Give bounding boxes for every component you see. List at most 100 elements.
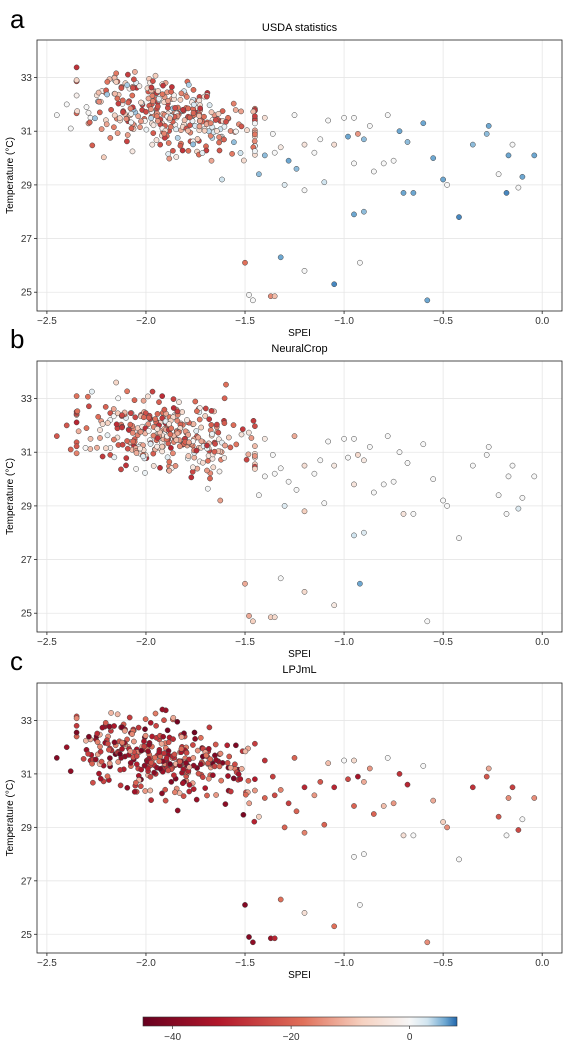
data-point (183, 94, 190, 100)
x-tick-label: −2.0 (136, 958, 156, 969)
data-point (145, 427, 152, 434)
panel-title: USDA statistics (262, 22, 338, 34)
data-point (172, 789, 178, 796)
data-point (67, 125, 74, 132)
data-point (430, 797, 437, 804)
data-point (242, 902, 248, 908)
data-point (211, 763, 218, 770)
data-point (225, 434, 232, 441)
data-point (366, 444, 373, 450)
data-point (74, 108, 81, 114)
data-point (167, 124, 174, 130)
data-point (242, 748, 249, 755)
data-point (396, 771, 403, 777)
data-point (380, 160, 387, 167)
data-point (250, 939, 256, 946)
data-point (203, 147, 210, 154)
data-point (161, 750, 167, 757)
data-point (227, 444, 234, 451)
data-point (174, 135, 181, 141)
data-point (277, 254, 284, 261)
data-point (404, 781, 411, 788)
data-point (97, 743, 103, 750)
data-point (277, 575, 284, 582)
data-point (186, 764, 193, 771)
data-point (469, 784, 476, 791)
data-point (424, 939, 431, 946)
y-tick-label: 31 (21, 448, 33, 459)
data-point (183, 760, 189, 766)
data-point (73, 393, 80, 399)
data-point (95, 413, 102, 420)
data-point (73, 443, 80, 450)
data-point (199, 774, 206, 780)
data-point (216, 468, 223, 475)
data-point (361, 851, 367, 857)
data-point (147, 719, 154, 726)
data-point (63, 101, 70, 108)
data-point (165, 767, 172, 774)
y-axis-label: Temperature (°C) (5, 137, 16, 214)
data-point (171, 751, 178, 758)
plot-area (37, 683, 562, 953)
data-point (183, 749, 190, 756)
data-point (233, 441, 240, 448)
data-point (102, 719, 109, 726)
data-point (246, 613, 252, 619)
y-tick-label: 27 (21, 876, 33, 887)
data-point (238, 765, 245, 772)
data-point (456, 214, 462, 220)
data-point (124, 132, 131, 138)
data-point (133, 779, 139, 786)
data-point (321, 821, 328, 828)
data-point (341, 114, 347, 121)
plot-frame (36, 682, 563, 954)
data-point (125, 71, 131, 78)
data-point (216, 134, 222, 140)
data-point (198, 438, 205, 445)
data-point (531, 473, 538, 480)
data-point (106, 723, 113, 730)
data-point (212, 441, 218, 447)
data-point (444, 503, 450, 509)
data-point (165, 739, 172, 746)
data-point (230, 775, 237, 782)
data-point (321, 179, 328, 186)
data-point (86, 733, 92, 740)
data-point (483, 131, 490, 137)
data-point (351, 803, 357, 809)
data-point (221, 136, 227, 143)
data-point (261, 757, 268, 764)
data-point (244, 127, 250, 134)
data-point (345, 454, 351, 461)
data-point (225, 773, 231, 779)
data-point (143, 126, 150, 133)
data-point (192, 398, 199, 405)
data-point (190, 464, 196, 471)
data-point (232, 761, 238, 768)
data-point (248, 435, 255, 441)
data-point (205, 775, 212, 782)
data-point (178, 90, 185, 97)
data-point (154, 435, 161, 441)
data-point (301, 141, 308, 148)
data-point (210, 772, 216, 779)
data-point (430, 476, 437, 482)
data-point (176, 758, 183, 765)
data-point (148, 106, 154, 113)
data-point (301, 267, 308, 274)
data-point (202, 413, 209, 419)
data-point (252, 113, 258, 120)
data-point (142, 732, 149, 739)
data-point (223, 118, 229, 125)
data-point (123, 116, 130, 122)
data-point (317, 457, 324, 464)
data-point (145, 421, 152, 427)
data-point (147, 773, 154, 780)
x-tick-label: −0.5 (433, 958, 453, 969)
data-point (214, 128, 220, 134)
data-point (53, 755, 60, 761)
data-point (271, 792, 278, 799)
data-point (205, 745, 212, 752)
